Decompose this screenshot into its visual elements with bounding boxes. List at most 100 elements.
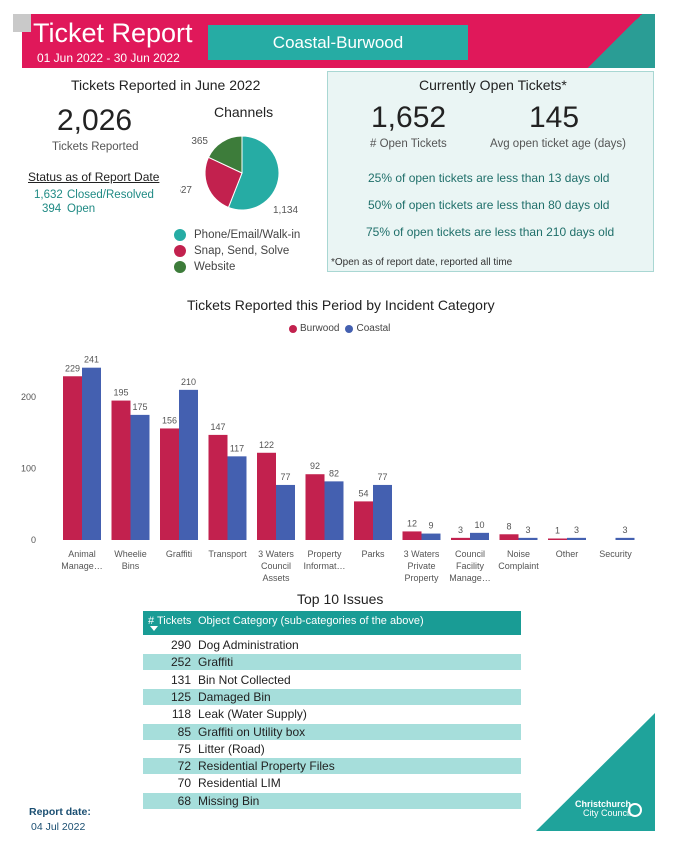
bar-burwood-0 bbox=[63, 376, 82, 540]
table-row[interactable]: 75 Litter (Road) bbox=[143, 741, 521, 757]
bar-burwood-9 bbox=[499, 534, 519, 540]
table-row[interactable]: 290 Dog Administration bbox=[143, 637, 521, 653]
row-ticket-count: 70 bbox=[177, 776, 191, 791]
row-category: Damaged Bin bbox=[198, 689, 271, 704]
x-tick-label: Graffiti bbox=[166, 549, 192, 559]
col-tickets-header[interactable]: # Tickets bbox=[148, 615, 192, 627]
coastal-legend-label: Coastal bbox=[356, 323, 391, 334]
pie-slice-0 bbox=[227, 135, 280, 211]
bar-value-label: 3 bbox=[622, 525, 627, 535]
bar-value-label: 92 bbox=[310, 461, 320, 471]
row-ticket-count: 68 bbox=[177, 793, 191, 808]
tickets-reported-label: Tickets Reported bbox=[52, 141, 139, 153]
bar-burwood-5 bbox=[305, 474, 325, 540]
website-legend-label: Website bbox=[194, 261, 236, 273]
bar-chart-title: Tickets Reported this Period by Incident… bbox=[187, 297, 495, 313]
bar-coastal-2 bbox=[179, 389, 198, 540]
x-tick-label: 3 Waters bbox=[258, 549, 294, 559]
closed-label: Closed/Resolved bbox=[67, 189, 154, 201]
top10-table-header: # Tickets Object Category (sub-categorie… bbox=[143, 611, 521, 635]
report-date-value: 04 Jul 2022 bbox=[31, 821, 86, 833]
bar-burwood-3 bbox=[208, 434, 228, 540]
bar-value-label: 82 bbox=[329, 468, 339, 478]
table-row[interactable]: 72 Residential Property Files bbox=[143, 758, 521, 775]
bar-value-label: 117 bbox=[230, 443, 244, 453]
bar-value-label: 77 bbox=[280, 472, 290, 482]
row-category: Residential Property Files bbox=[198, 759, 335, 774]
sort-desc-icon[interactable] bbox=[150, 626, 158, 631]
bar-coastal-6 bbox=[373, 484, 392, 540]
x-tick-label: Animal bbox=[68, 549, 96, 559]
bar-value-label: 195 bbox=[113, 388, 128, 398]
x-tick-label: Manage… bbox=[61, 561, 103, 571]
bar-value-label: 77 bbox=[377, 472, 387, 482]
open-footnote: *Open as of report date, reported all ti… bbox=[331, 257, 513, 268]
bar-burwood-1 bbox=[111, 400, 131, 540]
burwood-legend-swatch bbox=[289, 324, 297, 333]
row-category: Graffiti on Utility box bbox=[198, 724, 306, 739]
bar-coastal-4 bbox=[276, 484, 295, 540]
tickets-reported-count: 2,026 bbox=[57, 104, 133, 137]
phone-legend-label: Phone/Email/Walk-in bbox=[194, 229, 301, 241]
legend-phone: Phone/Email/Walk-in bbox=[174, 229, 300, 241]
bar-coastal-3 bbox=[227, 456, 247, 540]
col-category-header[interactable]: Object Category (sub-categories of the a… bbox=[198, 615, 424, 627]
x-tick-label: Informat… bbox=[303, 561, 345, 571]
row-category: Graffiti bbox=[198, 655, 234, 670]
bar-burwood-2 bbox=[160, 428, 179, 540]
bar-value-label: 122 bbox=[259, 440, 274, 450]
table-row[interactable]: 68 Missing Bin bbox=[143, 792, 521, 809]
top10-title: Top 10 Issues bbox=[297, 591, 384, 607]
report-date-label: Report date: bbox=[29, 806, 91, 818]
bar-value-label: 12 bbox=[407, 518, 417, 528]
row-ticket-count: 125 bbox=[170, 689, 191, 704]
bar-burwood-7 bbox=[402, 531, 422, 540]
x-tick-label: Council bbox=[455, 549, 485, 559]
table-row[interactable]: 131 Bin Not Collected bbox=[143, 672, 521, 688]
channels-title: Channels bbox=[214, 104, 274, 120]
bar-coastal-0 bbox=[82, 367, 101, 540]
x-tick-label: Parks bbox=[361, 549, 385, 559]
x-tick-label: Assets bbox=[262, 573, 290, 583]
bar-value-label: 10 bbox=[474, 520, 484, 530]
bar-coastal-8 bbox=[470, 532, 489, 540]
row-category: Bin Not Collected bbox=[198, 672, 291, 687]
table-row[interactable]: 118 Leak (Water Supply) bbox=[143, 706, 521, 722]
coastal-legend-swatch bbox=[345, 324, 354, 333]
logo-line2: City Council bbox=[583, 808, 632, 818]
table-row[interactable]: 125 Damaged Bin bbox=[143, 688, 521, 705]
row-category: Litter (Road) bbox=[198, 741, 265, 756]
row-ticket-count: 118 bbox=[171, 707, 191, 722]
open-stat-50: 50% of open tickets are less than 80 day… bbox=[368, 198, 610, 212]
open-tickets-count: 1,652 bbox=[371, 101, 447, 134]
x-tick-label: Wheelie bbox=[114, 549, 147, 559]
y-tick-label: 100 bbox=[21, 464, 36, 474]
location-badge: Coastal-Burwood bbox=[208, 25, 468, 60]
snap-legend-label: Snap, Send, Solve bbox=[194, 245, 290, 257]
bar-coastal-5 bbox=[324, 481, 344, 540]
pie-slice-2 bbox=[207, 135, 243, 174]
row-ticket-count: 85 bbox=[177, 724, 191, 739]
website-legend-swatch bbox=[174, 261, 186, 273]
bar-value-label: 229 bbox=[65, 363, 80, 373]
avg-age-label: Avg open ticket age (days) bbox=[490, 138, 626, 150]
bar-value-label: 147 bbox=[210, 422, 225, 432]
incident-category-bar-chart: 0 100 200 229 241 Animal Manage… 195 175 Wheelie B… bbox=[21, 355, 635, 583]
table-row[interactable]: 85 Graffiti on Utility box bbox=[143, 723, 521, 740]
open-stat-75: 75% of open tickets are less than 210 da… bbox=[366, 225, 615, 239]
row-ticket-count: 75 bbox=[177, 741, 191, 756]
x-tick-label: Private bbox=[407, 561, 435, 571]
table-row[interactable]: 70 Residential LIM bbox=[143, 775, 521, 791]
y-tick-label: 0 bbox=[31, 535, 36, 545]
avg-age-value: 145 bbox=[529, 101, 580, 134]
corner-marker bbox=[13, 14, 31, 32]
x-tick-label: Manage… bbox=[449, 573, 491, 583]
open-count: 394 bbox=[42, 203, 62, 215]
channels-pie-chart: 1,134 527 365 bbox=[180, 135, 298, 216]
legend-website: Website bbox=[174, 261, 235, 273]
header-decoration bbox=[575, 14, 655, 68]
bar-value-label: 175 bbox=[132, 402, 147, 412]
x-tick-label: Transport bbox=[208, 549, 247, 559]
table-row[interactable]: 252 Graffiti bbox=[143, 654, 521, 671]
x-tick-label: Property bbox=[404, 573, 439, 583]
